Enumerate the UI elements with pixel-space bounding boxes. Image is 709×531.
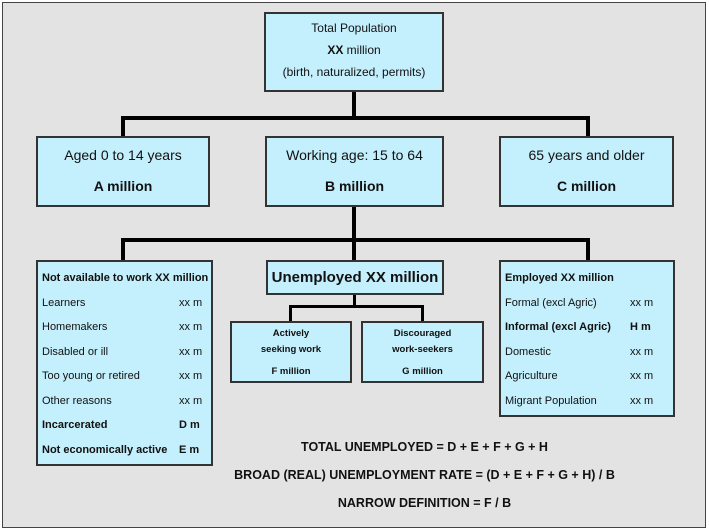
list-item: Disabled or ill xx m: [42, 340, 211, 365]
item-value: xx m: [179, 296, 203, 309]
item-label: Agriculture: [505, 370, 558, 383]
item-value: E m: [179, 443, 200, 456]
discouraged-box: Discouraged work-seekers G million: [361, 321, 484, 383]
actively-seeking-box: Actively seeking work F million: [230, 321, 352, 383]
list-item: Too young or retired xx m: [42, 364, 211, 389]
list-item: Informal (excl Agric) H m: [505, 315, 673, 340]
connector: [352, 91, 356, 119]
formula-total-unemployed: TOTAL UNEMPLOYED = D + E + F + G + H: [301, 440, 548, 454]
list-item: Formal (excl Agric) xx m: [505, 291, 673, 316]
connector: [586, 116, 590, 138]
list-item: Learners xx m: [42, 291, 211, 316]
item-value: xx m: [179, 370, 203, 383]
unit: million: [343, 43, 381, 57]
list-item: Agriculture xx m: [505, 364, 673, 389]
item-value: xx m: [630, 370, 654, 383]
box-title: Employed XX million: [505, 272, 614, 285]
label: seeking work: [260, 344, 322, 355]
label: (birth, naturalized, permits): [282, 65, 426, 79]
item-value: xx m: [630, 394, 654, 407]
total-population-box: Total Population XX million (birth, natu…: [264, 12, 444, 92]
item-label: Disabled or ill: [42, 345, 109, 358]
item-label: Homemakers: [42, 321, 108, 334]
label: work-seekers: [392, 344, 453, 355]
label: Actively: [272, 328, 310, 339]
age-0-14-box: Aged 0 to 14 years A million: [36, 136, 210, 207]
item-label: Informal (excl Agric): [505, 321, 611, 334]
formula-broad-rate: BROAD (REAL) UNEMPLOYMENT RATE = (D + E …: [234, 468, 615, 482]
connector: [421, 305, 424, 322]
age-65-plus-box: 65 years and older C million: [499, 136, 674, 207]
item-value: H m: [630, 321, 651, 334]
list-item: Homemakers xx m: [42, 315, 211, 340]
item-label: Incarcerated: [42, 419, 108, 432]
item-label: Other reasons: [42, 394, 112, 407]
connector: [289, 305, 424, 308]
box-title: Unemployed XX million: [271, 269, 439, 286]
list-item: Incarcerated D m: [42, 413, 211, 438]
connector: [121, 238, 590, 242]
value: F million: [271, 366, 311, 377]
label: 65 years and older: [528, 147, 645, 163]
label: Working age: 15 to 64: [286, 147, 423, 163]
formula-narrow-definition: NARROW DEFINITION = F / B: [337, 496, 512, 510]
value: A million: [93, 178, 153, 194]
label: Discouraged: [393, 328, 452, 339]
connector: [289, 305, 292, 322]
connector: [121, 116, 590, 120]
item-label: Learners: [42, 296, 86, 309]
item-label: Formal (excl Agric): [505, 296, 597, 309]
label: Aged 0 to 14 years: [64, 147, 182, 163]
item-value: D m: [179, 419, 200, 432]
connector: [586, 238, 590, 262]
item-label: Too young or retired: [42, 370, 140, 383]
value: G million: [402, 366, 443, 377]
item-value: xx m: [630, 345, 654, 358]
connector: [121, 116, 125, 138]
list-item: Not economically active E m: [42, 438, 211, 463]
value: C million: [556, 178, 617, 194]
item-value: xx m: [630, 296, 654, 309]
connector: [352, 206, 356, 262]
item-value: xx m: [179, 345, 203, 358]
employed-box: Employed XX million Formal (excl Agric) x…: [499, 260, 675, 417]
item-label: Domestic: [505, 345, 551, 358]
label: Total Population: [311, 21, 397, 35]
unemployed-box: Unemployed XX million: [266, 260, 444, 295]
item-label: Migrant Population: [505, 394, 597, 407]
value: B million: [324, 178, 385, 194]
not-available-box: Not available to work XX million Learner…: [36, 260, 213, 466]
item-value: xx m: [179, 321, 203, 334]
connector: [121, 238, 125, 262]
list-item: Migrant Population xx m: [505, 389, 673, 414]
item-value: xx m: [179, 394, 203, 407]
working-age-box: Working age: 15 to 64 B million: [265, 136, 444, 207]
list-item: Other reasons xx m: [42, 389, 211, 414]
box-title: Not available to work XX million: [42, 272, 209, 285]
connector: [353, 294, 356, 308]
item-label: Not economically active: [42, 443, 168, 456]
list-item: Domestic xx m: [505, 340, 673, 365]
value: XX: [327, 43, 344, 57]
